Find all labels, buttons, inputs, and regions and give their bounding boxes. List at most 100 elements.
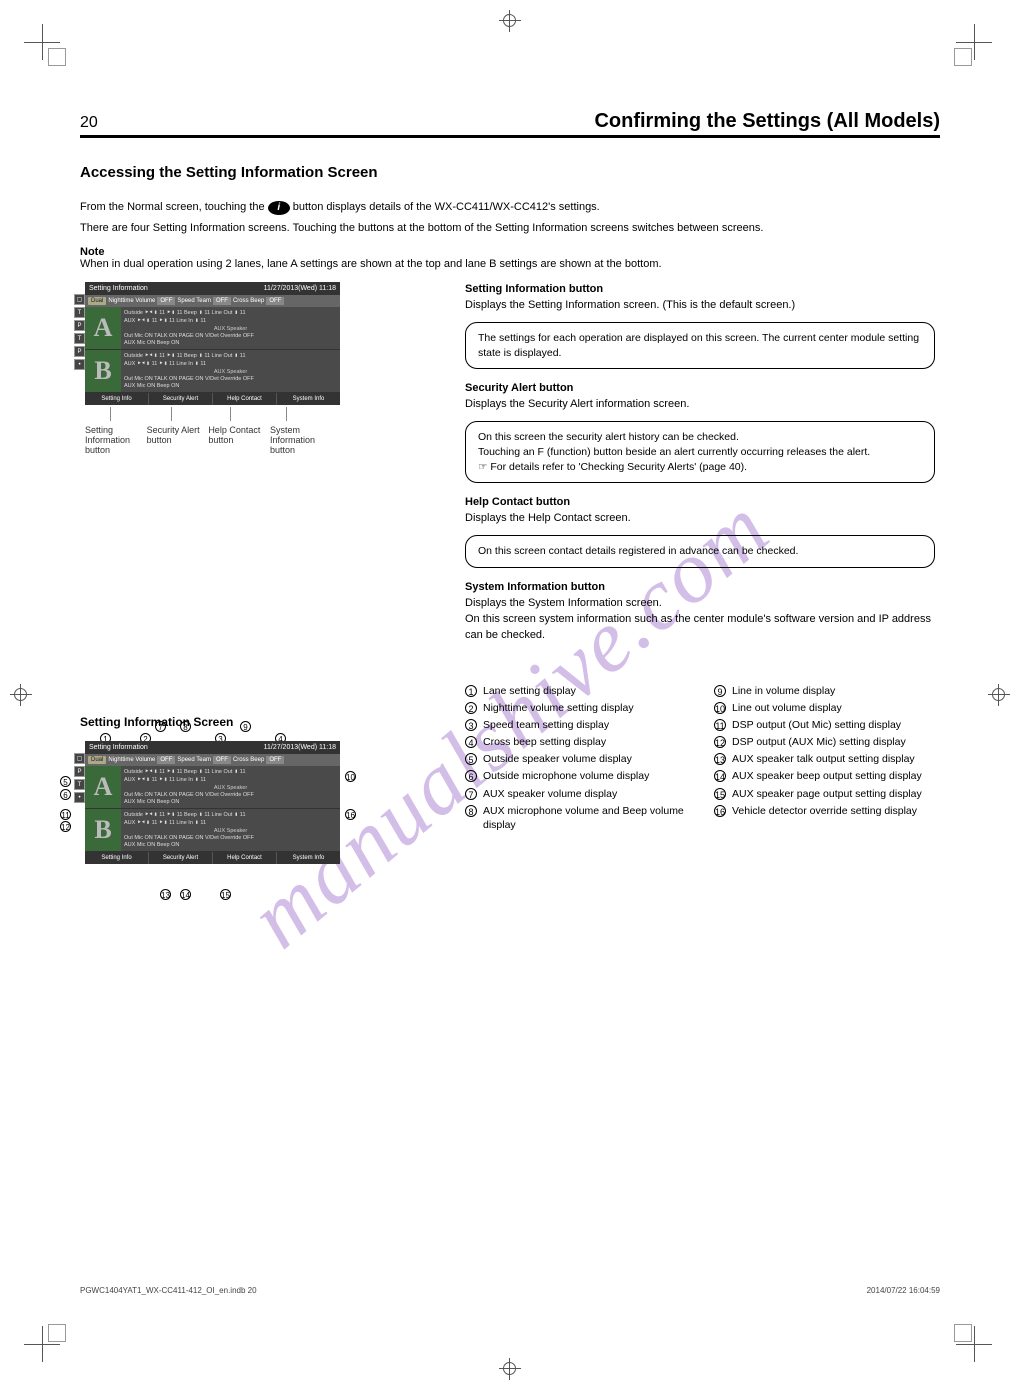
- info-box-2: On this screen the security alert histor…: [465, 421, 935, 483]
- ss-footer-btn[interactable]: Security Alert: [148, 393, 212, 405]
- info-icon: i: [268, 201, 290, 215]
- night-state: OFF: [157, 297, 175, 305]
- grid-num: 14: [714, 770, 726, 782]
- item-head: System Information button: [465, 580, 935, 596]
- ss-title: Setting Information: [89, 744, 148, 751]
- grid-label: Outside microphone volume display: [483, 769, 649, 783]
- grid-num: 15: [714, 788, 726, 800]
- callout-6: 6: [60, 789, 71, 800]
- ss-top-bar: Dual Nighttime VolumeOFF Speed TeamOFF C…: [85, 295, 340, 307]
- grid-cell: 8 AUX microphone volume and Beep volume d…: [465, 804, 686, 832]
- sidebar-icons: ▢ P T •: [74, 753, 85, 803]
- setting-info-screenshot: ▢ T P T P • Setting Information 11/27/20…: [85, 282, 340, 405]
- grid-cell: 16Vehicle detector override setting disp…: [714, 804, 935, 832]
- lane-row: AUX ⯈⯇▮ 11 ⯈▮ 11 Line In ▮ 11: [124, 820, 337, 827]
- page-footer: PGWC1404YAT1_WX-CC411-412_OI_en.indb 20 …: [80, 1286, 940, 1295]
- note-label: Note: [80, 246, 104, 258]
- info-box-3: On this screen contact details registere…: [465, 535, 935, 568]
- grid-row: 1Lane setting display 9Line in volume di…: [465, 684, 935, 698]
- grid-cell: 2 Nighttime volume setting display: [465, 701, 686, 715]
- grid-row: 6 Outside microphone volume display 14AUX…: [465, 769, 935, 783]
- lane-row: Outside ⯈⯇▮ 11 ⯈▮ 11 Beep ▮ 11 Line Out …: [124, 353, 337, 360]
- lane-row: Out Mic ON TALK ON PAGE ON V/Det Overrid…: [124, 333, 337, 339]
- cross-state: OFF: [266, 297, 284, 305]
- grid-cell: 11DSP output (Out Mic) setting display: [714, 718, 935, 732]
- setting-info-screenshot-2: ▢ P T • Setting Information11/27/2013(We…: [85, 741, 340, 864]
- crop-mark: [24, 24, 64, 64]
- lane-a-letter: A: [85, 766, 121, 808]
- callout-12: 12: [60, 821, 71, 832]
- pointer-lines: [80, 407, 435, 421]
- grid-num: 2: [465, 702, 477, 714]
- ss-footer-btn[interactable]: Help Contact: [212, 852, 276, 864]
- sidebar-icon: •: [74, 792, 85, 803]
- grid-row: 8 AUX microphone volume and Beep volume d…: [465, 804, 935, 832]
- note-text: When in dual operation using 2 lanes, la…: [80, 258, 940, 270]
- sidebar-icon: P: [74, 766, 85, 777]
- callout-5: 5: [60, 776, 71, 787]
- subheader: Accessing the Setting Information Screen: [80, 164, 940, 181]
- grid-num: 6: [465, 770, 477, 782]
- speed-state: OFF: [213, 756, 231, 764]
- intro-text-1: From the Normal screen, touching the: [80, 201, 268, 213]
- grid-label: AUX microphone volume and Beep volume di…: [483, 804, 686, 832]
- grid-cell: 1Lane setting display: [465, 684, 686, 698]
- lane-row: Outside ⯈⯇▮ 11 ⯈▮ 11 Beep ▮ 11 Line Out …: [124, 812, 337, 819]
- lane-b-letter: B: [85, 350, 121, 392]
- ss-footer-btn[interactable]: Security Alert: [148, 852, 212, 864]
- grid-label: DSP output (AUX Mic) setting display: [732, 735, 906, 749]
- box2-l2: Touching an F (function) button beside a…: [478, 445, 922, 460]
- lane-row: AUX Mic ON Beep ON: [124, 799, 337, 805]
- aux-speaker-label: AUX Speaker: [124, 785, 337, 791]
- night-label: Nighttime Volume: [108, 298, 155, 304]
- sidebar-icon: T: [74, 307, 85, 318]
- speed-label: Speed Team: [177, 757, 211, 763]
- lane-row: AUX ⯈⯇▮ 11 ⯈▮ 11 Line In ▮ 11: [124, 318, 337, 325]
- grid-num: 10: [714, 702, 726, 714]
- ss-footer-btn[interactable]: System Info: [276, 852, 340, 864]
- grid-num: 5: [465, 753, 477, 765]
- cross-state: OFF: [266, 756, 284, 764]
- speed-label: Speed Team: [177, 298, 211, 304]
- grid-num: 8: [465, 805, 477, 817]
- grid-label: Nighttime volume setting display: [483, 701, 634, 715]
- sidebar-icon: P: [74, 320, 85, 331]
- registration-mark: [499, 1358, 521, 1380]
- grid-cell: 12DSP output (AUX Mic) setting display: [714, 735, 935, 749]
- grid-cell: 15 AUX speaker page output setting displa…: [714, 787, 935, 801]
- ss-footer-btn[interactable]: System Info: [276, 393, 340, 405]
- grid-row: 4Cross beep setting display 12DSP output…: [465, 735, 935, 749]
- ss-datetime: 11/27/2013(Wed) 11:18: [264, 285, 336, 292]
- sidebar-icon: ▢: [74, 294, 85, 305]
- grid-num: 3: [465, 719, 477, 731]
- ss-footer-btn[interactable]: Setting Info: [85, 852, 148, 864]
- grid-row: 5Outside speaker volume display 13AUX sp…: [465, 752, 935, 766]
- sidebar-icon: •: [74, 359, 85, 370]
- aux-speaker-label: AUX Speaker: [124, 326, 337, 332]
- ss-top-bar: Dual Nighttime VolumeOFF Speed TeamOFF C…: [85, 754, 340, 766]
- item-head: Security Alert button: [465, 381, 935, 397]
- ss-title: Setting Information: [89, 285, 148, 292]
- grid-label: AUX speaker page output setting display: [732, 787, 922, 801]
- grid-label: Lane setting display: [483, 684, 576, 698]
- grid-cell: 3Speed team setting display: [465, 718, 686, 732]
- grid-row: 2Nighttime volume setting display 10Line…: [465, 701, 935, 715]
- sidebar-icon: ▢: [74, 753, 85, 764]
- info-box-1: The settings for each operation are disp…: [465, 322, 935, 369]
- grid-label: AUX speaker volume display: [483, 787, 617, 801]
- item-body: Displays the System Information screen.: [465, 596, 935, 612]
- sidebar-icon: T: [74, 333, 85, 344]
- callout-8: 8: [180, 721, 191, 732]
- lane-row: Outside ⯈⯇▮ 11 ⯈▮ 11 Beep ▮ 11 Line Out …: [124, 310, 337, 317]
- grid-row: 7AUX speaker volume display 15 AUX speake…: [465, 787, 935, 801]
- grid-cell: 14AUX speaker beep output setting displa…: [714, 769, 935, 783]
- ss-footer-btn[interactable]: Setting Info: [85, 393, 148, 405]
- grid-label: AUX speaker talk output setting display: [732, 752, 915, 766]
- grid-num: 13: [714, 753, 726, 765]
- aux-speaker-label: AUX Speaker: [124, 828, 337, 834]
- grid-cell: 7AUX speaker volume display: [465, 787, 686, 801]
- ss-footer-btn[interactable]: Help Contact: [212, 393, 276, 405]
- lane-row: Outside ⯈⯇▮ 11 ⯈▮ 11 Beep ▮ 11 Line Out …: [124, 769, 337, 776]
- callout-15: 15: [220, 889, 231, 900]
- lane-row: AUX Mic ON Beep ON: [124, 842, 337, 848]
